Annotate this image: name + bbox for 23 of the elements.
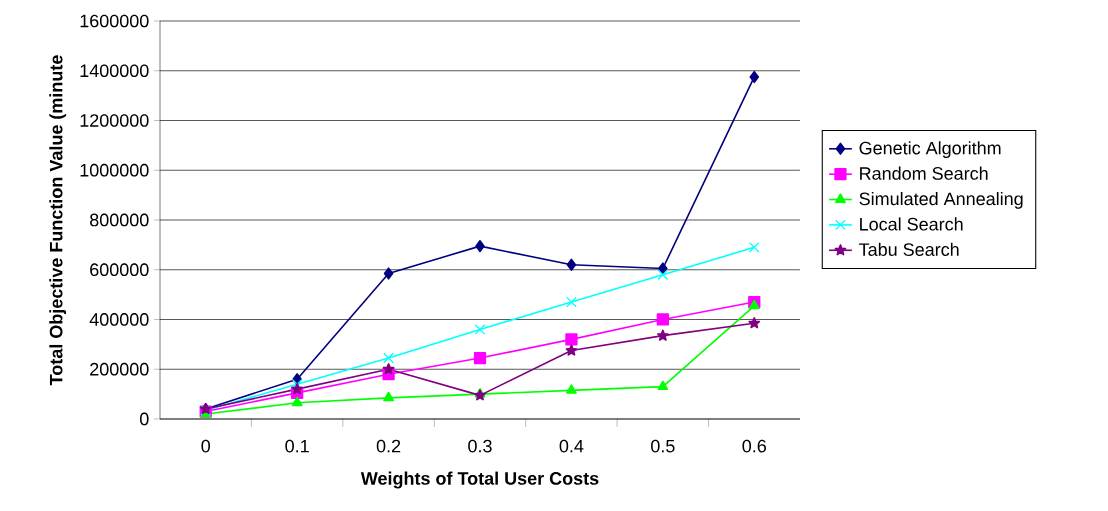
x-axis-title: Weights of Total User Costs [360, 471, 599, 489]
y-tick-label: 200000 [90, 362, 149, 376]
x-tick-label: 0.5 [651, 439, 675, 453]
x-tick-label: 0.4 [559, 439, 584, 453]
y-tick-label: 0 [140, 412, 149, 426]
legend-label: Genetic Algorithm [859, 141, 1001, 159]
x-tick-label: 0.6 [742, 439, 766, 453]
x-tick-label: 0.1 [285, 439, 309, 453]
legend-label: Local Search [860, 217, 963, 231]
y-tick-label: 1600000 [80, 14, 149, 28]
y-tick-label: 600000 [90, 263, 149, 277]
legend-label: Random Search [860, 166, 988, 180]
y-tick-label: 1200000 [80, 114, 149, 127]
y-tick-label: 800000 [90, 213, 149, 227]
y-axis-title: Total Objective Function Value (minute [49, 55, 67, 386]
x-tick-label: 0.2 [376, 439, 401, 453]
legend-label: Simulated Annealing [859, 192, 1023, 209]
legend-label: Tabu Search [859, 242, 959, 256]
y-tick-label: 1400000 [80, 64, 149, 78]
y-tick-label: 1000000 [80, 163, 149, 177]
x-tick-label: 0 [201, 439, 211, 453]
y-tick-label: 400000 [89, 313, 149, 326]
x-tick-label: 0.3 [468, 439, 492, 453]
